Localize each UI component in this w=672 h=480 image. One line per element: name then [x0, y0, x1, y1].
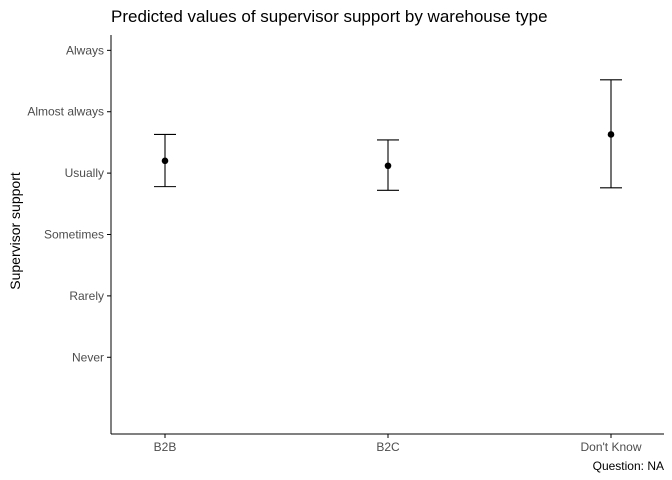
chart-title: Predicted values of supervisor support b…	[111, 7, 548, 26]
x-tick-label: B2B	[154, 440, 177, 454]
data-point	[607, 131, 615, 138]
x-tick-label: B2C	[376, 440, 400, 454]
data-point	[384, 162, 392, 170]
y-tick-label: Sometimes	[44, 228, 104, 242]
y-axis-title: Supervisor support	[7, 172, 23, 290]
y-tick-label: Always	[66, 43, 104, 57]
plot-area	[154, 79, 622, 191]
y-tick-label: Never	[72, 350, 104, 364]
chart-caption: Question: NA	[593, 459, 664, 473]
error-bar	[377, 139, 399, 191]
y-axis: Never Rarely Sometimes Usually Almost always…	[27, 35, 112, 434]
x-axis: B2B B2C Don't Know	[111, 433, 664, 454]
x-tick-label: Don't Know	[581, 440, 642, 454]
y-tick-label: Almost always	[27, 105, 104, 119]
data-point	[161, 157, 169, 165]
error-bar	[600, 79, 622, 189]
y-tick-label: Usually	[65, 166, 104, 180]
error-bar	[154, 133, 176, 188]
y-tick-label: Rarely	[69, 289, 104, 303]
